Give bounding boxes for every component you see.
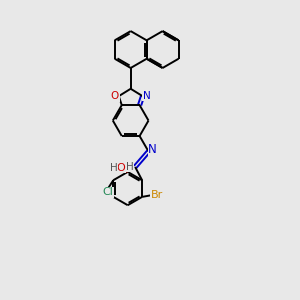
Text: N: N <box>148 142 157 156</box>
Text: O: O <box>117 163 125 173</box>
Text: O: O <box>111 91 119 101</box>
Text: H: H <box>110 163 118 173</box>
Text: H: H <box>126 162 134 172</box>
Text: N: N <box>142 91 150 100</box>
Text: Cl: Cl <box>103 187 113 197</box>
Text: Br: Br <box>151 190 163 200</box>
